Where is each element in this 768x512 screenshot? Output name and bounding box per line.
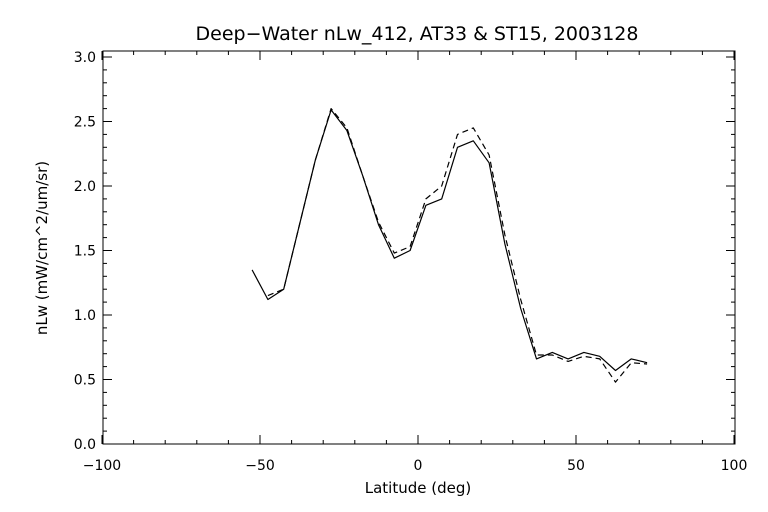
- x-axis-label: Latitude (deg): [365, 479, 471, 497]
- x-tick-label: −50: [245, 458, 275, 474]
- x-tick-label: 50: [567, 458, 585, 474]
- x-tick-label: 100: [721, 458, 748, 474]
- tick-labels: −100 −50 0 50 100 0.0 0.5 1.0 1.5 2.0 2.5 3.0: [74, 50, 748, 474]
- y-tick-label: 1.5: [74, 244, 96, 260]
- y-tick-label: 0.0: [74, 437, 96, 453]
- y-tick-label: 2.0: [74, 179, 96, 195]
- plot-frame: [102, 50, 736, 445]
- x-tick-label: 0: [414, 458, 423, 474]
- chart-title: Deep−Water nLw_412, AT33 & ST15, 2003128: [196, 23, 639, 45]
- y-axis-label: nLw (mW/cm^2/um/sr): [33, 161, 51, 335]
- series-line-dashed: [267, 107, 648, 383]
- y-tick-label: 2.5: [74, 115, 96, 131]
- y-tick-label: 1.0: [74, 308, 96, 324]
- y-tick-label: 0.5: [74, 373, 96, 389]
- x-tick-label: −100: [83, 458, 121, 474]
- y-tick-label: 3.0: [74, 50, 96, 66]
- axis-ticks: [101, 51, 735, 445]
- series-layer: [251, 107, 648, 383]
- series-line-solid: [251, 109, 648, 372]
